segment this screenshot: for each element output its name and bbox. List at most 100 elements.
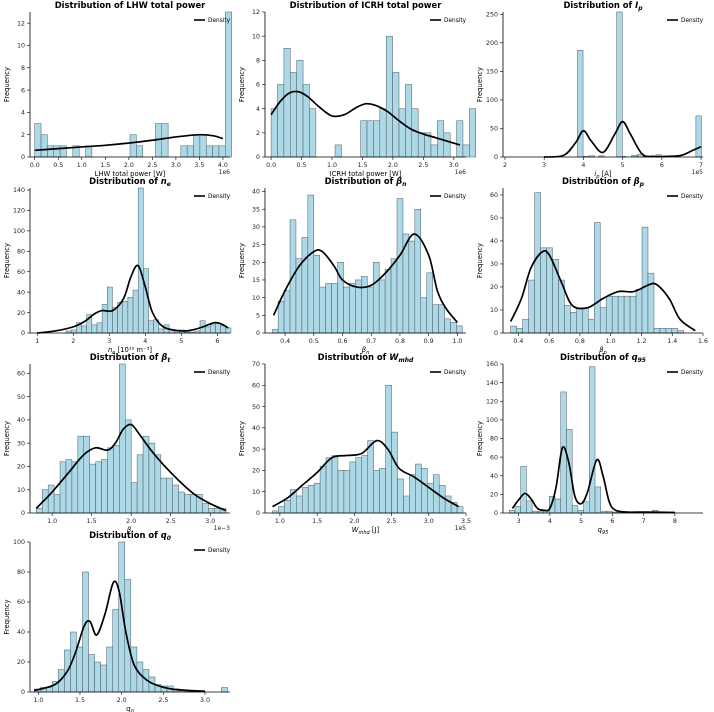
x-tick-label: 1.0 [452, 338, 462, 345]
x-tick-label: 6 [660, 162, 664, 169]
y-tick-label: 12 [252, 9, 260, 16]
y-axis-label: Frequency [3, 243, 11, 278]
histogram-bar [221, 687, 228, 693]
x-tick-label: 1.5 [357, 162, 367, 169]
density-curve [511, 446, 675, 514]
y-tick-label: 30 [17, 440, 25, 447]
histogram-bar [106, 646, 113, 693]
y-tick-label: 35 [252, 206, 260, 213]
histogram-bar [462, 144, 470, 158]
histogram-bar [396, 198, 404, 334]
histogram-bar [125, 419, 132, 514]
histogram-bar [635, 289, 643, 334]
histogram-bar [421, 468, 428, 514]
histogram-bar [583, 501, 590, 514]
y-tick-label: 50 [17, 394, 25, 401]
histogram-bar [91, 324, 98, 334]
histogram-bar [611, 295, 619, 334]
x-axis-label: βp [599, 346, 607, 356]
y-tick-label: 20 [17, 310, 25, 317]
x-tick-label: 2.5 [387, 518, 397, 525]
histogram-bar [566, 428, 573, 514]
y-axis-label: Frequency [476, 421, 484, 456]
y-tick-label: 6 [256, 82, 260, 89]
y-tick-label: 50 [490, 126, 498, 133]
histogram-bar [158, 328, 165, 334]
x-tick-label: 1.0 [77, 162, 87, 169]
y-tick-label: 140 [486, 380, 498, 387]
y-tick-label: 30 [490, 261, 498, 268]
histogram-bar [520, 466, 527, 514]
x-axis-label: ICRH total power [W] [330, 170, 402, 178]
y-tick-label: 10 [17, 487, 25, 494]
x-tick-label: 5 [621, 162, 625, 169]
x-tick-label: 6 [610, 518, 614, 525]
histogram-bar [210, 324, 216, 334]
y-tick-label: 250 [486, 11, 498, 18]
histogram-bar [124, 579, 132, 693]
density-curve [35, 423, 227, 512]
histogram-bar [695, 115, 702, 158]
histogram-bar [277, 300, 285, 334]
y-tick-label: 80 [17, 569, 25, 576]
histogram-bar [225, 11, 232, 158]
histogram-bar [184, 494, 191, 514]
histogram-bar [516, 328, 523, 334]
histogram-bar [40, 134, 48, 158]
axis-offset-label: 1e5 [455, 525, 467, 532]
y-tick-label: 40 [490, 473, 498, 480]
x-tick-label: 1.0 [47, 518, 57, 525]
y-tick-label: 8 [256, 58, 260, 65]
histogram-bar [148, 320, 154, 334]
histogram-bar [509, 509, 516, 514]
y-tick-label: 0 [494, 330, 498, 337]
x-tick-label: 0.6 [338, 338, 348, 345]
legend: Density [667, 370, 704, 376]
histogram-bar [36, 508, 43, 514]
y-tick-label: 50 [252, 404, 260, 411]
x-axis-label: βn [362, 346, 370, 356]
histogram-bar [136, 454, 144, 514]
histogram-bar [411, 108, 419, 158]
x-tick-label: 1.5 [75, 697, 85, 704]
histogram-bar [290, 72, 297, 158]
histogram-bar [337, 470, 345, 514]
legend: Density [194, 370, 231, 376]
histogram-bar [331, 455, 339, 514]
histogram-bar [588, 318, 595, 334]
x-tick-label: 2.5 [166, 518, 176, 525]
x-tick-label: 1.2 [636, 338, 646, 345]
x-axis-label: ip [A] [594, 170, 612, 180]
histogram-bar [213, 508, 221, 514]
chart-title: Distribution of Ip [563, 0, 643, 12]
histogram-bar [438, 304, 445, 334]
x-tick-label: 2 [503, 162, 507, 169]
density-curve [34, 133, 224, 152]
histogram-bar [319, 286, 326, 334]
chart-ne: Distribution of ne1 2 3 4 5 60204060801001201… [3, 176, 232, 356]
y-tick-label: 120 [486, 398, 498, 405]
y-tick-label: 70 [252, 361, 260, 368]
histogram-bar [208, 508, 215, 514]
histogram-bar [665, 328, 673, 334]
y-tick-label: 10 [17, 43, 25, 50]
histogram-bar [349, 461, 357, 514]
x-tick-label: 3 [107, 338, 111, 345]
legend: Density [194, 548, 231, 554]
y-tick-label: 20 [17, 464, 25, 471]
histogram-bar [469, 108, 476, 158]
histogram-bar [361, 455, 368, 514]
x-tick-label: 2.0 [388, 162, 398, 169]
y-axis-label: Frequency [238, 421, 246, 456]
histogram-bar [554, 498, 561, 514]
y-tick-label: 20 [17, 659, 25, 666]
y-tick-label: 140 [13, 187, 25, 194]
histogram-bar [94, 661, 101, 693]
x-tick-label: 5 [179, 338, 183, 345]
x-tick-label: 1.5 [87, 518, 97, 525]
histogram-bar [417, 132, 425, 158]
histogram-bar [301, 237, 309, 334]
histogram-bar [415, 463, 422, 514]
histogram-bar [334, 144, 342, 158]
